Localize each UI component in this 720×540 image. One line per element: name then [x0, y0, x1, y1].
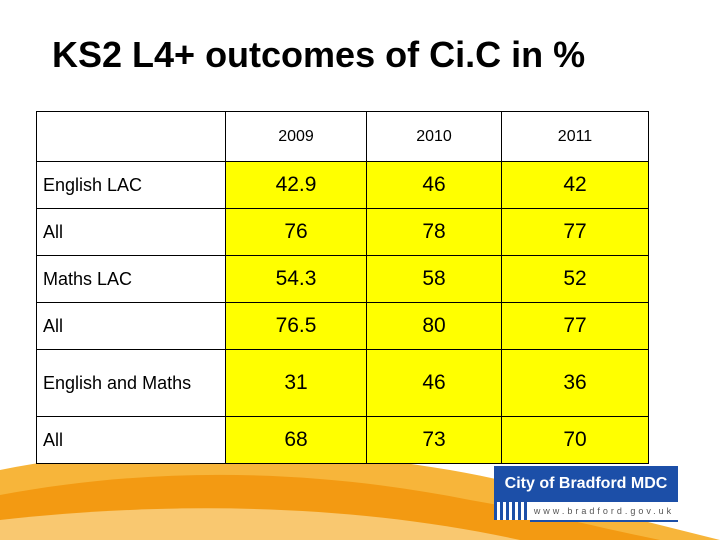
page-title: KS2 L4+ outcomes of Ci.C in % [52, 34, 586, 75]
table-cell: 70 [501, 416, 649, 464]
table-row: All 68 73 70 [36, 416, 649, 464]
table-cell: 80 [366, 302, 502, 350]
table-cell: 36 [501, 349, 649, 417]
logo-name: City of Bradford MDC [494, 466, 678, 502]
row-label: All [36, 416, 226, 464]
table-cell: 73 [366, 416, 502, 464]
table-cell: 31 [225, 349, 367, 417]
outcomes-table: 2009 2010 2011 English LAC 42.9 46 42 Al… [36, 111, 649, 464]
year-header-2011: 2011 [501, 111, 649, 162]
table-row: English and Maths 31 46 36 [36, 349, 649, 417]
table-row: All 76.5 80 77 [36, 302, 649, 350]
row-label: Maths LAC [36, 255, 226, 303]
logo-stripes-decoration [494, 502, 530, 520]
table-cell: 46 [366, 161, 502, 209]
table-row: All 76 78 77 [36, 208, 649, 256]
table-cell: 77 [501, 302, 649, 350]
table-cell: 76.5 [225, 302, 367, 350]
table-cell: 52 [501, 255, 649, 303]
bradford-council-logo: City of Bradford MDC www.bradford.gov.uk [494, 466, 678, 522]
table-cell: 68 [225, 416, 367, 464]
row-label: English LAC [36, 161, 226, 209]
table-cell: 76 [225, 208, 367, 256]
row-label: English and Maths [36, 349, 226, 417]
table-header-row: 2009 2010 2011 [36, 111, 649, 162]
row-label: All [36, 208, 226, 256]
header-corner-cell [36, 111, 226, 162]
logo-url: www.bradford.gov.uk [530, 502, 678, 522]
table-cell: 58 [366, 255, 502, 303]
table-cell: 46 [366, 349, 502, 417]
year-header-2009: 2009 [225, 111, 367, 162]
table-cell: 42 [501, 161, 649, 209]
table-cell: 54.3 [225, 255, 367, 303]
table-cell: 78 [366, 208, 502, 256]
table-row: English LAC 42.9 46 42 [36, 161, 649, 209]
table-cell: 42.9 [225, 161, 367, 209]
row-label: All [36, 302, 226, 350]
table-row: Maths LAC 54.3 58 52 [36, 255, 649, 303]
table-cell: 77 [501, 208, 649, 256]
year-header-2010: 2010 [366, 111, 502, 162]
